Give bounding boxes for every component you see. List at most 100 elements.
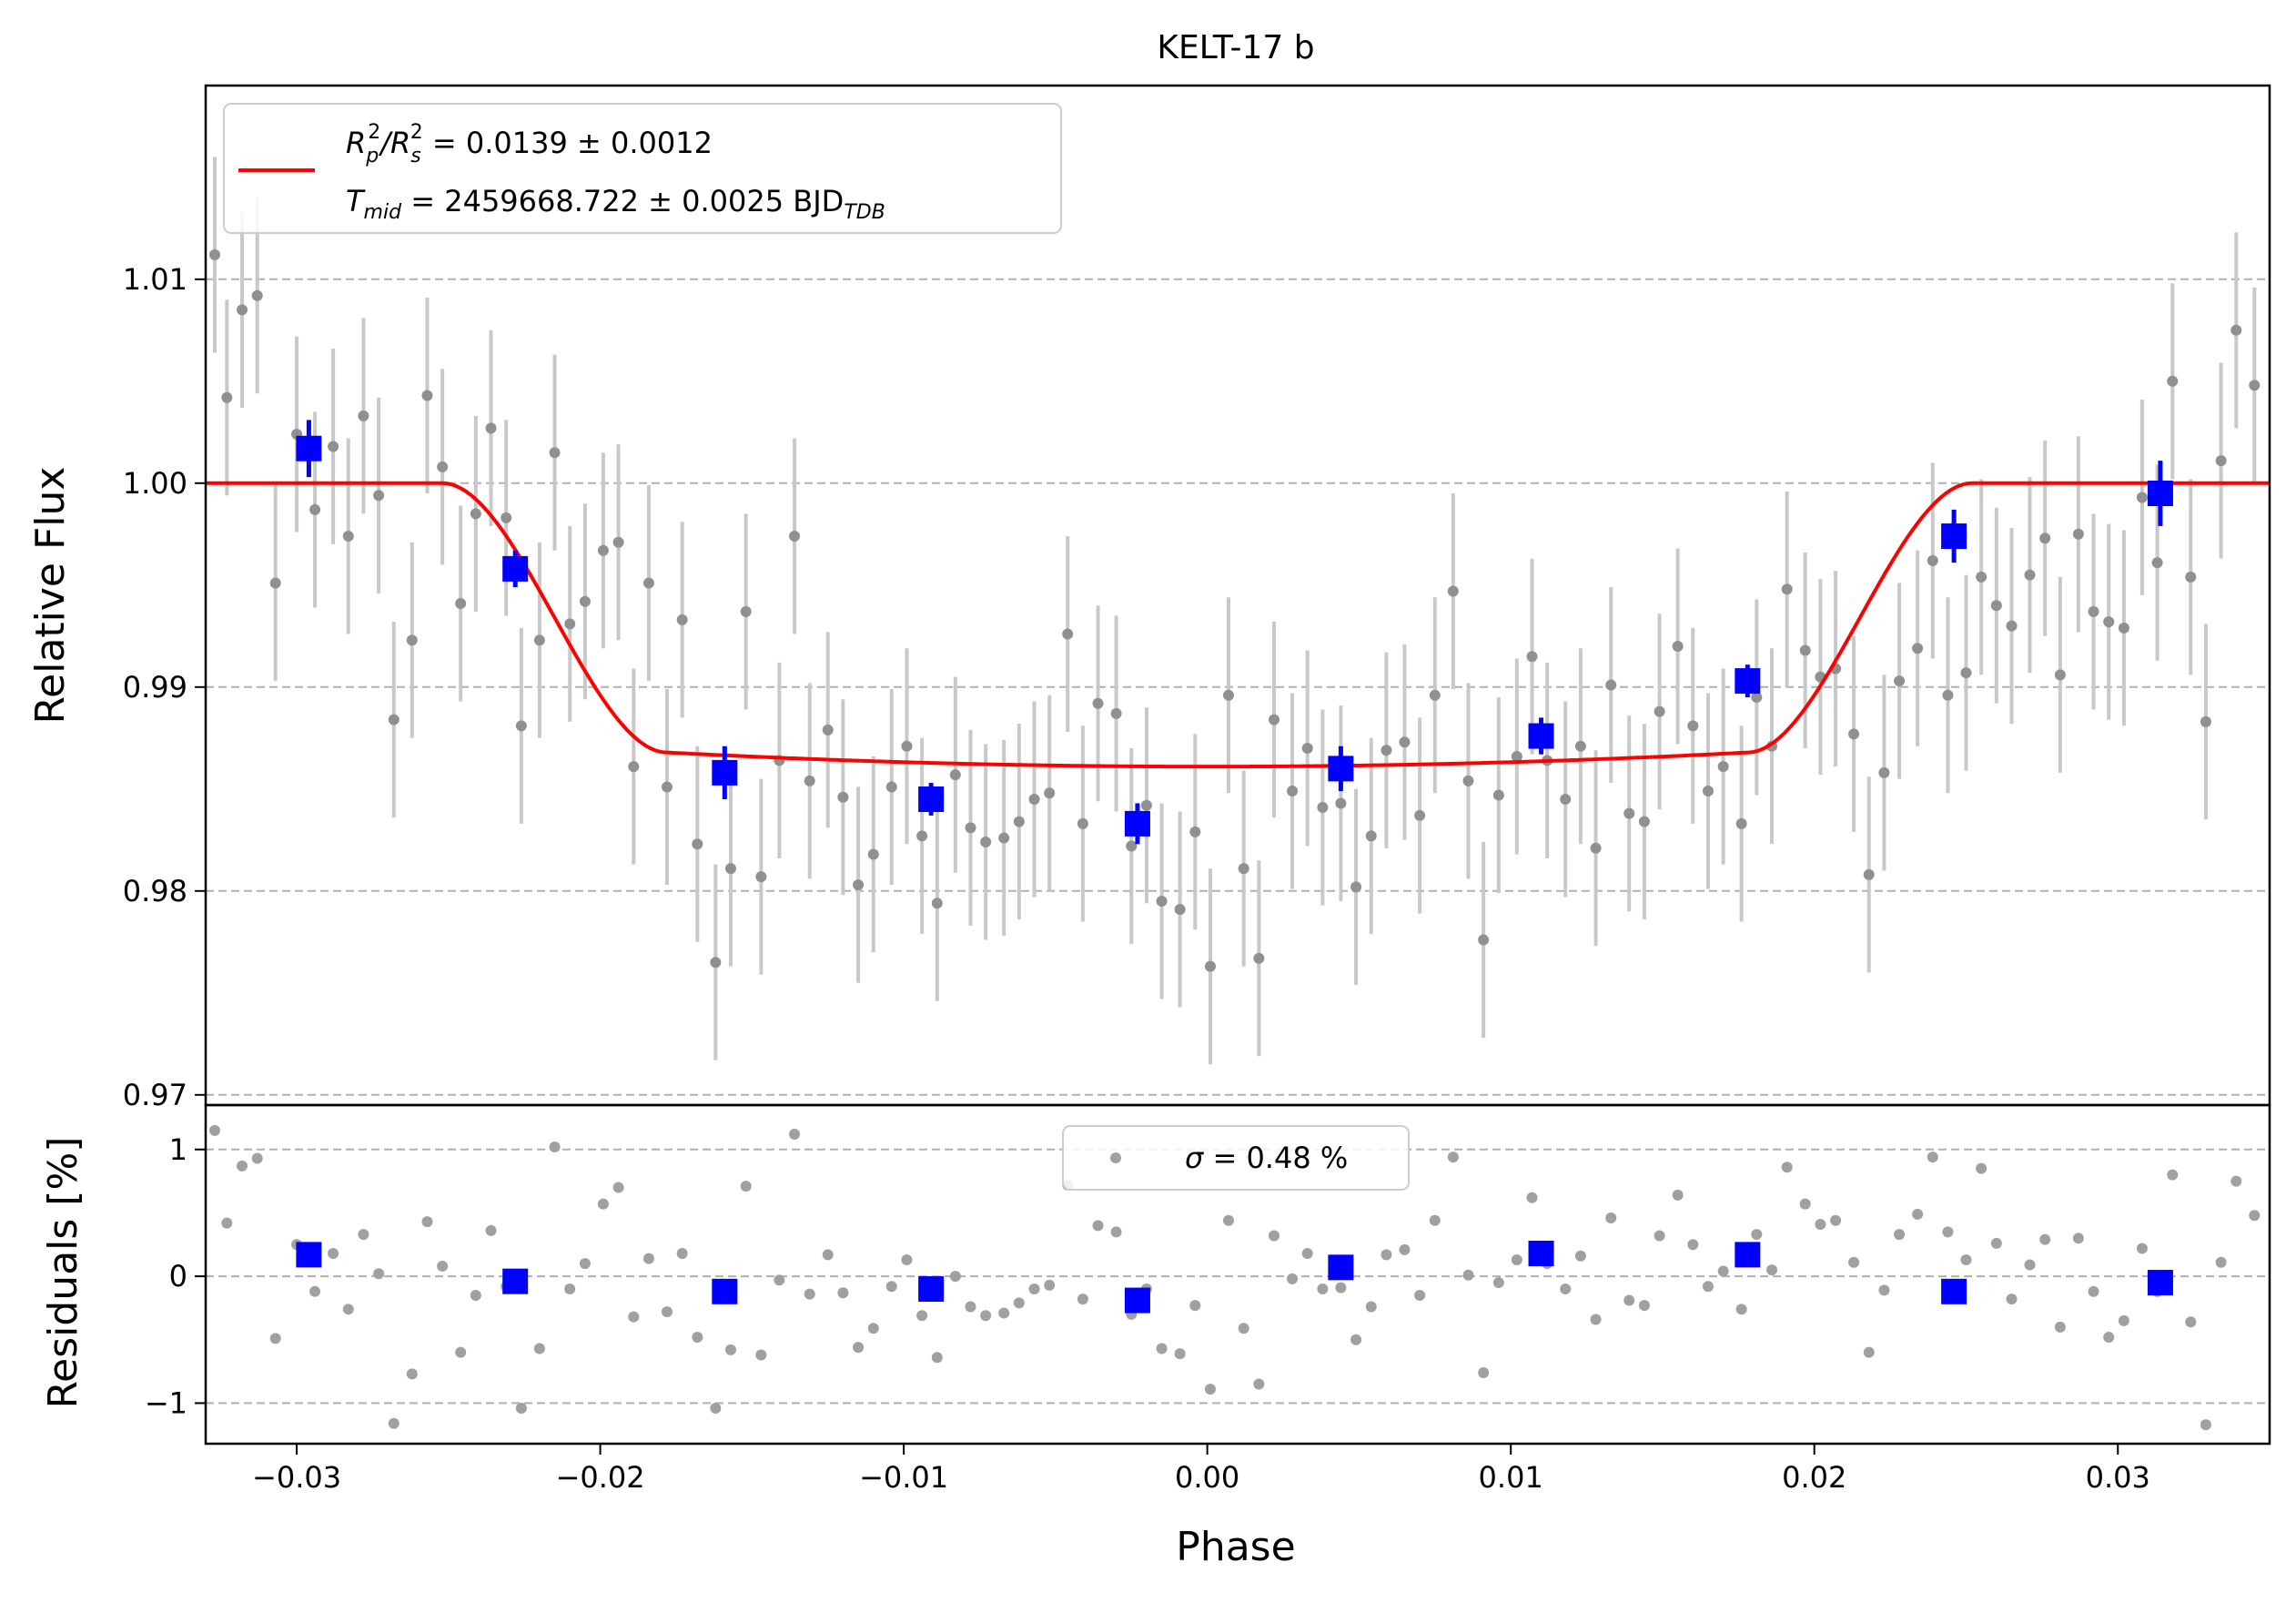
residual-point — [1381, 1249, 1392, 1261]
raw-flux-points — [209, 157, 2261, 1065]
residual-point — [1301, 1248, 1313, 1260]
flux-point — [1399, 736, 1411, 748]
residual-point — [2118, 1314, 2129, 1326]
flux-axis-label: Relative Flux — [27, 467, 74, 725]
residual-point — [931, 1352, 943, 1364]
residual-point — [1912, 1208, 1924, 1220]
binned-residual-point — [2147, 1270, 2173, 1296]
flux-point — [1204, 960, 1216, 972]
flux-point — [269, 577, 281, 589]
flux-point — [853, 879, 865, 891]
flux-tick-label: 1.00 — [123, 466, 187, 501]
residual-point — [1894, 1229, 1906, 1241]
residual-point — [1815, 1218, 1826, 1230]
flux-point — [358, 410, 369, 421]
residual-point — [1077, 1294, 1088, 1305]
residual-point — [2230, 1175, 2242, 1187]
residual-point — [1156, 1343, 1168, 1354]
residual-point — [710, 1402, 722, 1414]
residual-point — [1990, 1237, 2002, 1249]
residual-point — [1781, 1162, 1793, 1173]
phase-tick-label: 0.02 — [1782, 1460, 1846, 1495]
flux-point — [1174, 903, 1186, 915]
fit-legend: Rp2/Rs2 = 0.0139 ± 0.0012 Tmid = 2459668… — [223, 103, 1062, 234]
flux-point — [388, 714, 400, 725]
flux-point — [1560, 794, 1572, 805]
flux-point — [1365, 830, 1377, 842]
residual-point — [533, 1343, 545, 1354]
flux-point — [455, 597, 467, 609]
flux-point — [1077, 817, 1088, 829]
residual-point — [1414, 1289, 1426, 1301]
flux-tick-label: 0.98 — [123, 874, 187, 908]
flux-point — [1429, 689, 1441, 701]
flux-point — [1414, 809, 1426, 821]
fit-legend-radius-ratio: Rp2/Rs2 = 0.0139 ± 0.0012 — [346, 121, 713, 167]
residual-point — [1830, 1214, 1842, 1226]
residual-point — [965, 1301, 976, 1313]
residual-point — [2088, 1285, 2099, 1297]
flux-point — [789, 531, 801, 543]
flux-point — [837, 791, 849, 803]
residual-point — [1942, 1226, 1954, 1238]
binned-flux-point — [1124, 810, 1150, 837]
binned-flux-point — [1941, 523, 1967, 550]
residual-point — [1287, 1273, 1299, 1284]
flux-point — [1381, 745, 1392, 756]
residuals-panel: −1 0 1 −0.03 −0.02 −0.01 0.00 0.01 0.02 0.03 Res… — [40, 1103, 2271, 1570]
flux-point — [1189, 826, 1201, 837]
binned-residual-point — [918, 1276, 945, 1303]
residual-point — [740, 1181, 752, 1192]
flux-point — [612, 536, 624, 548]
flux-tick-label: 0.99 — [123, 670, 187, 705]
binned-flux-points — [296, 420, 2173, 845]
flux-point — [998, 832, 1010, 844]
residual-point — [221, 1217, 233, 1229]
residual-point — [1478, 1366, 1490, 1378]
flux-point — [822, 724, 834, 736]
flux-point — [1013, 816, 1025, 827]
residual-point — [2200, 1419, 2211, 1431]
flux-point — [1799, 644, 1811, 656]
flux-point — [1044, 787, 1056, 799]
transit-model-curve — [206, 481, 2270, 769]
residual-point — [1863, 1346, 1875, 1358]
flux-point — [564, 618, 576, 630]
residual-point — [1174, 1348, 1186, 1360]
flux-tick-label: 1.01 — [123, 262, 187, 297]
residual-point — [661, 1306, 673, 1318]
residual-point — [676, 1248, 688, 1260]
residual-point — [998, 1307, 1010, 1319]
flux-point — [755, 871, 767, 883]
flux-point — [1028, 794, 1040, 805]
flux-point — [501, 512, 512, 523]
residual-point — [1350, 1334, 1362, 1345]
flux-point — [1912, 643, 1924, 654]
flux-point — [1222, 689, 1234, 701]
flux-point — [597, 544, 609, 556]
flux-point — [740, 605, 752, 617]
residual-point — [579, 1258, 591, 1270]
residual-point — [309, 1285, 321, 1297]
phase-tick-label: 0.00 — [1175, 1460, 1239, 1495]
light-curve-panel: 0.97 0.98 0.99 1.00 1.01 Relative Flux Rp2/R… — [27, 84, 2271, 1112]
flux-point — [628, 761, 640, 773]
phase-tick-label: −0.01 — [859, 1460, 948, 1495]
residual-point — [789, 1129, 801, 1141]
residual-point — [1092, 1220, 1104, 1232]
residual-point — [421, 1216, 433, 1228]
flux-point — [1287, 786, 1299, 797]
binned-flux-point — [2147, 481, 2173, 506]
residual-point — [373, 1268, 385, 1280]
flux-point — [867, 848, 879, 860]
flux-point — [373, 490, 385, 502]
flux-point — [1848, 728, 1860, 740]
phase-tick-label: 0.03 — [2086, 1460, 2150, 1495]
residual-point — [1511, 1253, 1522, 1265]
flux-point — [1301, 743, 1313, 754]
flux-point — [1062, 628, 1074, 640]
flux-point — [1976, 571, 1988, 583]
residual-point — [209, 1124, 221, 1136]
binned-residual-point — [712, 1278, 738, 1304]
residual-point — [1365, 1301, 1377, 1313]
